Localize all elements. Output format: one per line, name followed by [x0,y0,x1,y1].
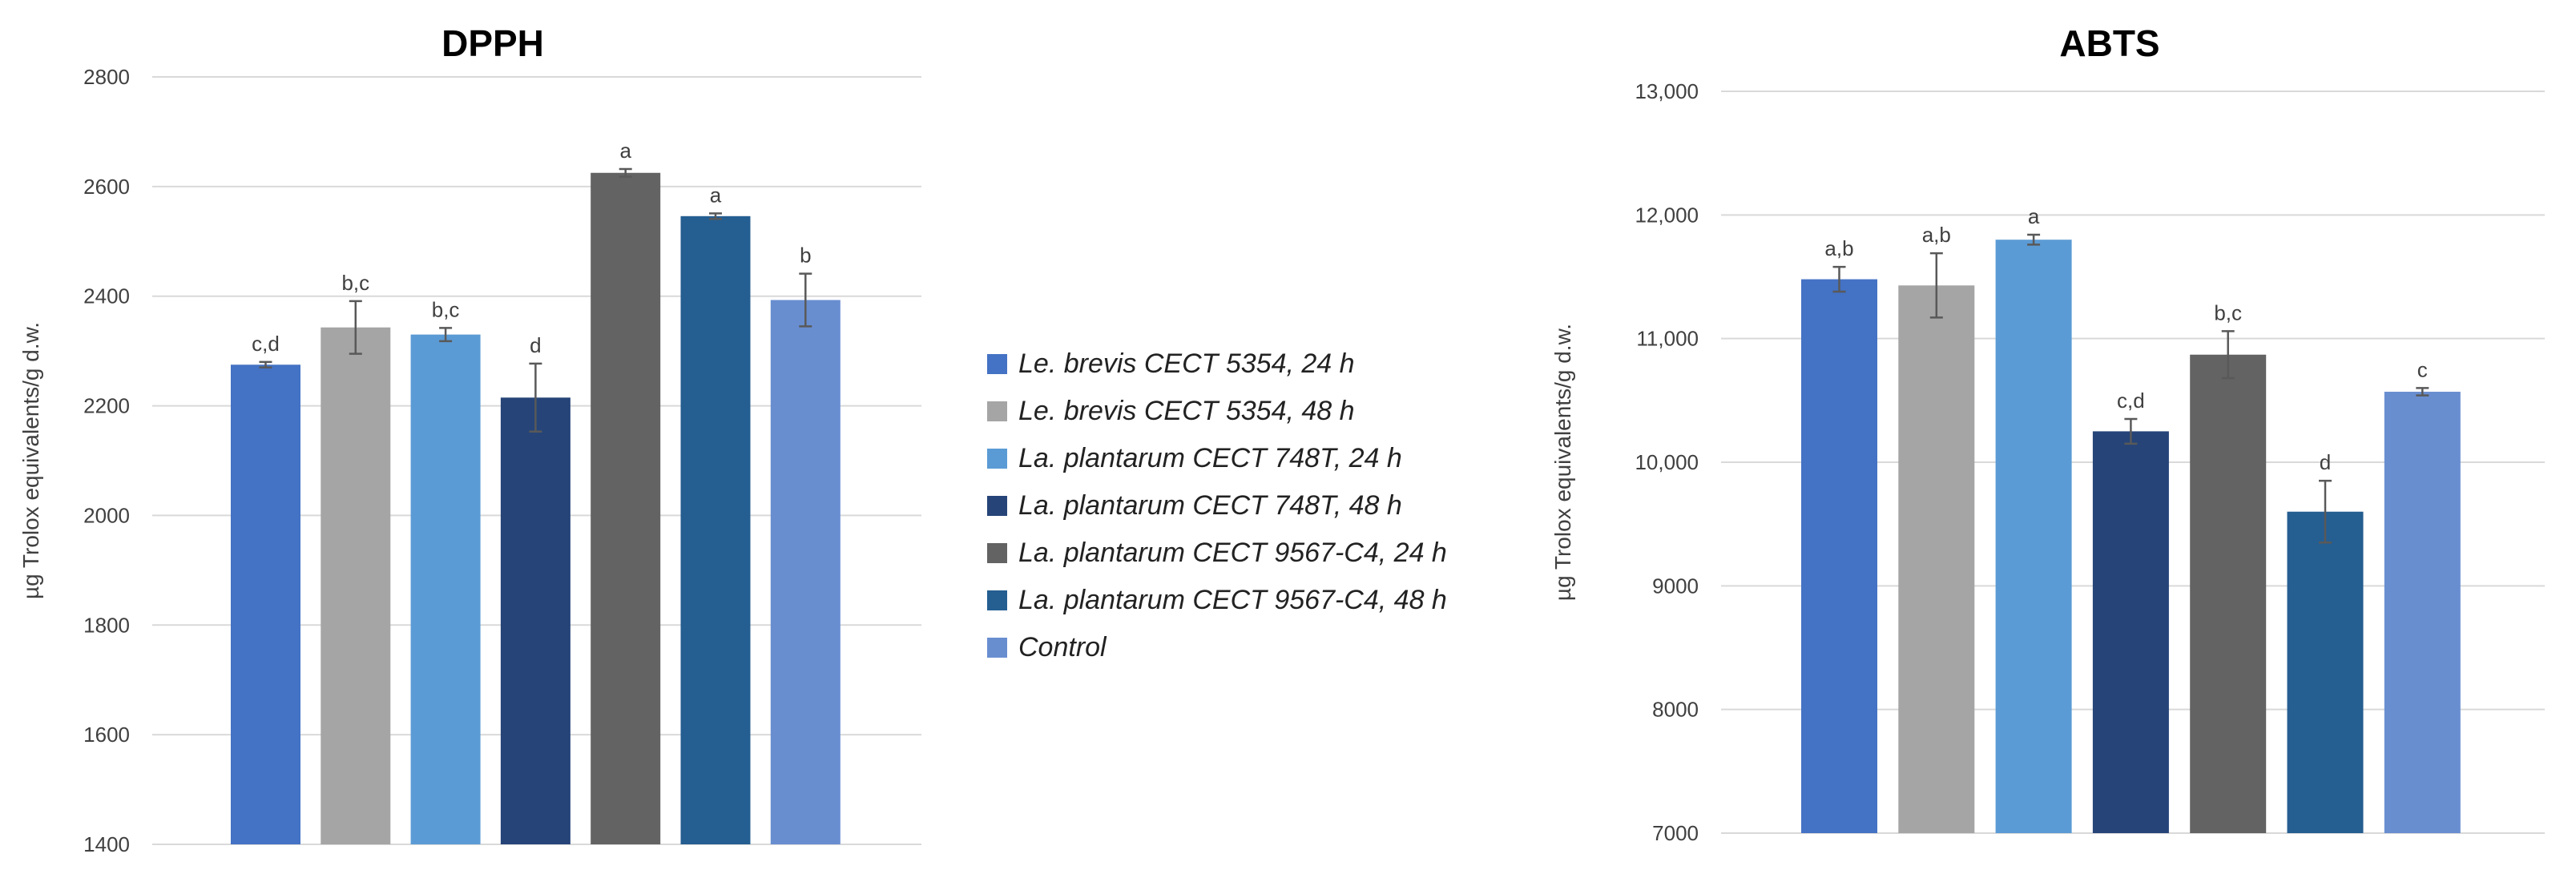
bar [410,334,481,845]
y-tick-label: 7000 [1652,821,1699,845]
legend: Le. brevis CECT 5354, 24 h Le. brevis CE… [987,340,1447,671]
y-tick-label: 13,000 [1635,79,1699,103]
y-tick-label: 12,000 [1635,203,1699,227]
significance-label: c,d [252,332,280,356]
significance-label: d [530,333,541,357]
legend-label: Control [1018,632,1107,662]
legend-item: La. plantarum CECT 9567-C4, 24 h [987,530,1447,577]
bar [2384,392,2461,833]
significance-label: a,b [1922,223,1951,247]
legend-swatch [987,449,1007,469]
legend-label: La. plantarum CECT 9567-C4, 24 h [1018,538,1447,568]
bar [500,397,570,844]
y-tick-label: 2600 [83,175,130,199]
bar [1801,279,1877,833]
significance-label: a [710,183,722,207]
significance-label: c [2417,357,2428,381]
bar [2190,354,2267,834]
legend-label: Le. brevis CECT 5354, 24 h [1018,348,1355,379]
y-tick-label: 1400 [83,832,130,856]
chart-title: ABTS [2059,22,2159,64]
legend-item: Le. brevis CECT 5354, 24 h [987,340,1447,388]
significance-label: b,c [2214,300,2242,324]
y-tick-label: 1600 [83,723,130,747]
significance-label: b,c [432,297,460,321]
bar [231,364,300,844]
significance-label: b,c [341,271,369,295]
y-tick-label: 9000 [1652,574,1699,598]
bar [2092,431,2169,833]
legend-swatch [987,543,1007,563]
chart-title: DPPH [441,22,544,64]
legend-swatch [987,638,1007,658]
bar [680,215,751,844]
bar [770,300,841,844]
legend-label: La. plantarum CECT 9567-C4, 48 h [1018,585,1447,615]
y-axis-label: µg Trolox equivalents/g d.w. [18,322,43,599]
y-tick-label: 11,000 [1636,327,1699,351]
y-tick-label: 2800 [83,65,130,89]
legend-swatch [987,590,1007,610]
legend-item: La. plantarum CECT 748T, 48 h [987,482,1447,530]
legend-item: Control [987,624,1447,671]
legend-item: La. plantarum CECT 748T, 24 h [987,435,1447,482]
legend-swatch [987,401,1007,421]
legend-label: Le. brevis CECT 5354, 48 h [1018,396,1355,426]
y-axis-label: µg Trolox equivalents/g d.w. [1550,324,1575,601]
legend-item: La. plantarum CECT 9567-C4, 48 h [987,577,1447,624]
y-tick-label: 2000 [83,503,130,527]
legend-label: La. plantarum CECT 748T, 48 h [1018,490,1402,521]
y-tick-label: 2200 [83,394,130,418]
legend-swatch [987,354,1007,374]
y-tick-label: 2400 [83,284,130,308]
significance-label: a,b [1824,236,1853,260]
legend-item: Le. brevis CECT 5354, 48 h [987,388,1447,435]
significance-label: c,d [2117,389,2145,413]
bar [1995,240,2072,833]
significance-label: d [2320,450,2331,474]
legend-swatch [987,496,1007,516]
legend-label: La. plantarum CECT 748T, 24 h [1018,443,1402,473]
significance-label: b [800,244,811,268]
y-tick-label: 1800 [83,613,130,637]
bar [2287,511,2364,833]
significance-label: a [619,139,631,163]
bar [320,327,391,844]
bar [591,172,661,844]
bar [1898,285,1975,833]
y-tick-label: 10,000 [1635,450,1699,474]
y-tick-label: 8000 [1652,698,1699,722]
significance-label: a [2028,204,2040,228]
